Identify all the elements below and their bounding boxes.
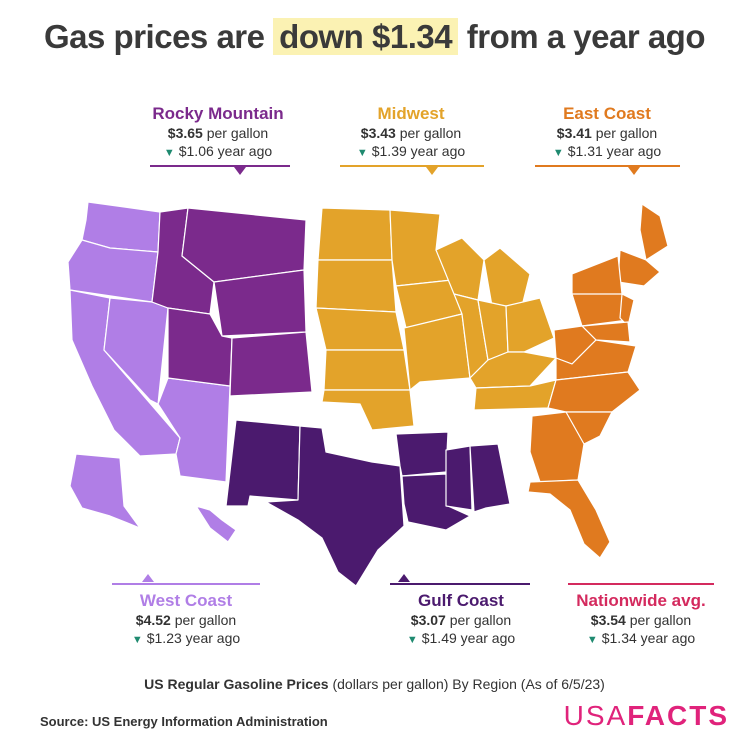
logo-facts: FACTS	[627, 700, 729, 731]
year-ago-change: $1.31 year ago	[567, 143, 662, 159]
region-midwest	[315, 207, 557, 431]
page-title: Gas prices are down $1.34 from a year ag…	[0, 18, 749, 56]
map-subtitle: US Regular Gasoline Prices (dollars per …	[0, 676, 749, 692]
pointer-rocky	[234, 167, 246, 175]
year-ago-change: $1.49 year ago	[421, 630, 516, 646]
down-triangle-icon: ▼	[131, 634, 143, 646]
state-michigan	[483, 247, 531, 307]
label-west-coast: West Coast $4.52 per gallon ▼ $1.23 year …	[101, 591, 271, 649]
unit-label: per gallon	[629, 612, 692, 628]
state-alaska	[69, 453, 141, 529]
usafacts-logo: USAFACTS	[564, 700, 729, 732]
title-post: from a year ago	[466, 18, 706, 55]
down-triangle-icon: ▼	[586, 634, 598, 646]
region-name: East Coast	[563, 104, 651, 123]
region-name: Gulf Coast	[418, 591, 504, 610]
state-kansas	[323, 349, 411, 391]
label-midwest: Midwest $3.43 per gallon ▼ $1.39 year ago	[326, 104, 496, 162]
state-hawaii	[195, 505, 237, 543]
subtitle-rest: (dollars per gallon) By Region (As of 6/…	[332, 676, 605, 692]
region-price: $3.07	[410, 612, 446, 628]
state-mississippi	[445, 445, 473, 511]
unit-label: per gallon	[399, 125, 462, 141]
state-wisconsin	[435, 237, 485, 301]
year-ago-change: $1.39 year ago	[371, 143, 466, 159]
state-maine	[639, 203, 669, 261]
us-region-map	[67, 201, 669, 587]
source-note: Source: US Energy Information Administra…	[40, 714, 328, 729]
state-north-dakota	[317, 207, 393, 261]
region-price: $4.52	[135, 612, 171, 628]
region-price: $3.43	[360, 125, 396, 141]
rule-west	[112, 583, 260, 585]
subtitle-bold: US Regular Gasoline Prices	[144, 676, 329, 692]
label-gulf-coast: Gulf Coast $3.07 per gallon ▼ $1.49 year …	[376, 591, 546, 649]
state-colorado	[229, 331, 313, 397]
label-nationwide-avg: Nationwide avg. $3.54 per gallon ▼ $1.34 …	[556, 591, 726, 649]
rule-rocky	[150, 165, 290, 167]
state-oklahoma	[321, 389, 415, 431]
region-name: Midwest	[377, 104, 445, 123]
state-new-york	[571, 255, 623, 299]
region-price: $3.65	[167, 125, 203, 141]
logo-usa: USA	[563, 700, 628, 731]
unit-label: per gallon	[449, 612, 512, 628]
state-florida	[527, 479, 611, 559]
region-price: $3.41	[556, 125, 592, 141]
pointer-midwest	[426, 167, 438, 175]
pointer-east	[628, 167, 640, 175]
state-ohio	[505, 297, 555, 353]
down-triangle-icon: ▼	[163, 147, 175, 159]
unit-label: per gallon	[595, 125, 658, 141]
unit-label: per gallon	[206, 125, 269, 141]
region-price: $3.54	[590, 612, 626, 628]
state-texas	[265, 425, 405, 587]
region-rocky-mountain	[151, 207, 313, 397]
down-triangle-icon: ▼	[552, 147, 564, 159]
year-ago-change: $1.23 year ago	[146, 630, 241, 646]
rule-nation	[568, 583, 714, 585]
label-east-coast: East Coast $3.41 per gallon ▼ $1.31 year …	[522, 104, 692, 162]
state-wyoming	[213, 269, 307, 337]
region-name: Rocky Mountain	[152, 104, 284, 123]
region-gulf-coast	[225, 419, 511, 587]
unit-label: per gallon	[174, 612, 237, 628]
down-triangle-icon: ▼	[356, 147, 368, 159]
year-ago-change: $1.34 year ago	[601, 630, 696, 646]
region-name: West Coast	[139, 591, 233, 610]
year-ago-change: $1.06 year ago	[178, 143, 273, 159]
state-montana	[181, 207, 307, 283]
region-east-coast	[527, 203, 669, 559]
label-rocky-mountain: Rocky Mountain $3.65 per gallon ▼ $1.06 y…	[133, 104, 303, 162]
state-missouri	[403, 313, 471, 391]
down-triangle-icon: ▼	[406, 634, 418, 646]
title-highlight: down $1.34	[273, 18, 459, 55]
state-arkansas	[395, 431, 449, 477]
state-new-mexico	[225, 419, 301, 507]
state-nebraska	[315, 307, 405, 351]
region-name: Nationwide avg.	[576, 591, 706, 610]
state-south-dakota	[315, 259, 397, 313]
pointer-gulf	[398, 574, 410, 582]
rule-gulf	[390, 583, 530, 585]
title-pre: Gas prices are	[44, 18, 265, 55]
rule-east	[535, 165, 680, 167]
pointer-west	[142, 574, 154, 582]
state-alabama	[469, 443, 511, 513]
rule-midwest	[340, 165, 484, 167]
state-pennsylvania	[571, 293, 629, 327]
region-west-coast	[67, 201, 237, 543]
